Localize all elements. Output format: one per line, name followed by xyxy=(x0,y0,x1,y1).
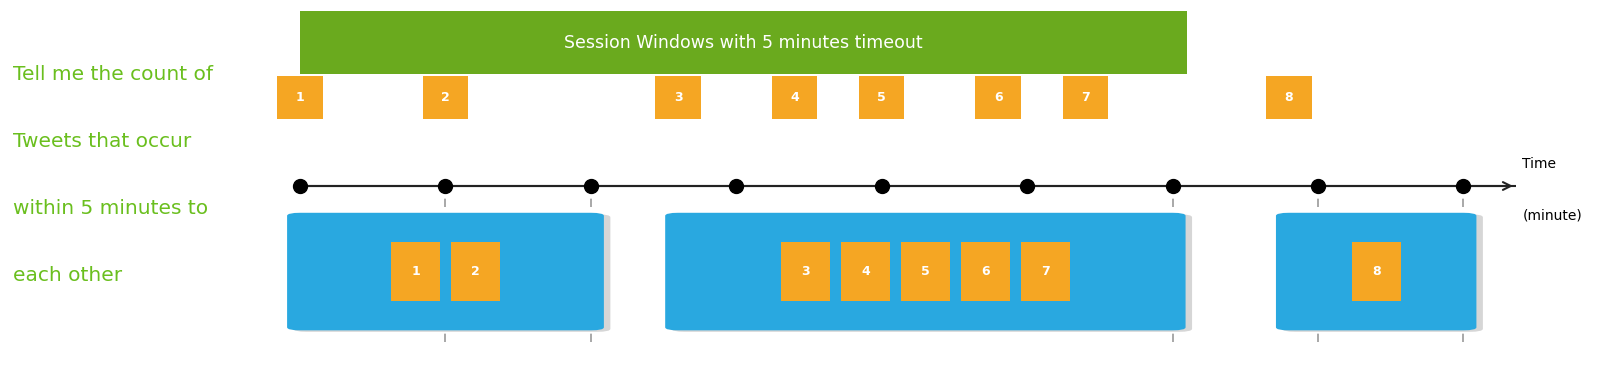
Text: 35: 35 xyxy=(1309,229,1328,244)
Text: (minute): (minute) xyxy=(1523,209,1581,223)
Text: within 5 minutes to: within 5 minutes to xyxy=(13,199,208,218)
FancyBboxPatch shape xyxy=(975,76,1020,119)
FancyBboxPatch shape xyxy=(782,242,830,301)
FancyBboxPatch shape xyxy=(451,242,500,301)
Text: 10: 10 xyxy=(581,229,600,244)
Text: Tell me the count of: Tell me the count of xyxy=(13,65,212,84)
Text: 8: 8 xyxy=(1372,265,1380,278)
Text: Tweets that occur: Tweets that occur xyxy=(13,132,191,151)
Text: 30: 30 xyxy=(1163,229,1182,244)
FancyBboxPatch shape xyxy=(902,242,950,301)
Text: 2: 2 xyxy=(441,91,449,104)
FancyBboxPatch shape xyxy=(1351,242,1400,301)
Text: 6: 6 xyxy=(994,91,1002,104)
FancyBboxPatch shape xyxy=(423,76,469,119)
FancyBboxPatch shape xyxy=(294,214,610,332)
FancyBboxPatch shape xyxy=(1062,76,1108,119)
FancyBboxPatch shape xyxy=(842,242,890,301)
FancyBboxPatch shape xyxy=(655,76,701,119)
Text: 5: 5 xyxy=(878,91,886,104)
Text: 7: 7 xyxy=(1080,91,1090,104)
FancyBboxPatch shape xyxy=(1022,242,1071,301)
Text: 3: 3 xyxy=(673,91,683,104)
Text: 20: 20 xyxy=(873,229,892,244)
Text: 3: 3 xyxy=(801,265,809,278)
FancyBboxPatch shape xyxy=(962,242,1011,301)
Text: 6: 6 xyxy=(981,265,989,278)
Text: each other: each other xyxy=(13,266,122,285)
Text: 2: 2 xyxy=(470,265,480,278)
FancyBboxPatch shape xyxy=(665,213,1186,330)
FancyBboxPatch shape xyxy=(672,214,1192,332)
Text: 4: 4 xyxy=(790,91,800,104)
Text: 7: 7 xyxy=(1041,265,1049,278)
FancyBboxPatch shape xyxy=(772,76,817,119)
Text: 1: 1 xyxy=(295,91,305,104)
Text: 8: 8 xyxy=(1285,91,1293,104)
FancyBboxPatch shape xyxy=(391,242,440,301)
Text: 1: 1 xyxy=(410,265,420,278)
FancyBboxPatch shape xyxy=(860,76,905,119)
Text: 40: 40 xyxy=(1453,229,1473,244)
Text: 5: 5 xyxy=(441,229,451,244)
Text: Time: Time xyxy=(1523,157,1555,171)
FancyBboxPatch shape xyxy=(287,213,603,330)
FancyBboxPatch shape xyxy=(277,76,323,119)
FancyBboxPatch shape xyxy=(1267,76,1312,119)
Text: 0: 0 xyxy=(295,229,305,244)
Text: Session Windows with 5 minutes timeout: Session Windows with 5 minutes timeout xyxy=(564,34,923,52)
FancyBboxPatch shape xyxy=(1277,213,1476,330)
Text: 4: 4 xyxy=(861,265,869,278)
Text: 25: 25 xyxy=(1017,229,1036,244)
FancyBboxPatch shape xyxy=(300,11,1187,74)
Text: 15: 15 xyxy=(727,229,746,244)
FancyBboxPatch shape xyxy=(1283,214,1483,332)
Text: 5: 5 xyxy=(921,265,929,278)
